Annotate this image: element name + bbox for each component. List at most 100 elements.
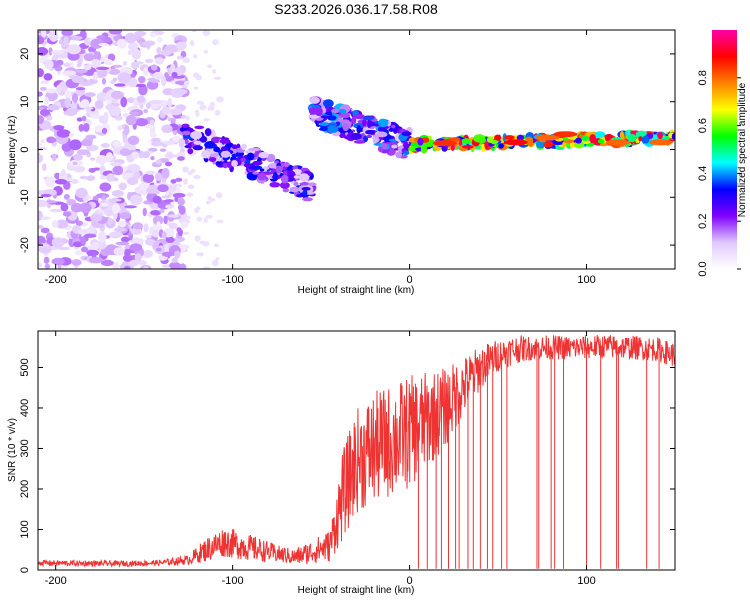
heatmap-cell <box>181 84 188 89</box>
spectrogram-x-tick-label: 0 <box>407 274 413 286</box>
heatmap-cell <box>207 105 215 111</box>
heatmap-cell <box>177 197 186 206</box>
heatmap-cell <box>189 40 195 47</box>
heatmap-cell <box>376 131 388 138</box>
heatmap-cell <box>378 118 389 128</box>
heatmap-cell <box>71 93 79 103</box>
heatmap-cell <box>76 63 82 68</box>
heatmap-cell <box>181 123 190 129</box>
heatmap-cell <box>503 139 528 146</box>
heatmap-cell <box>149 103 159 109</box>
heatmap-cell <box>117 125 123 131</box>
heatmap-cell <box>144 58 154 64</box>
heatmap-cell <box>365 129 376 135</box>
heatmap-cell <box>64 89 72 100</box>
heatmap-cell <box>145 102 151 110</box>
heatmap-cell <box>388 138 397 142</box>
heatmap-cell <box>142 266 149 269</box>
heatmap-cell <box>40 139 45 144</box>
heatmap-cell <box>79 82 93 87</box>
heatmap-cell <box>94 125 104 133</box>
heatmap-cell <box>155 159 163 165</box>
heatmap-cell <box>85 134 97 140</box>
heatmap-cell <box>165 204 175 209</box>
heatmap-cell <box>150 156 155 161</box>
heatmap-cell <box>196 252 204 257</box>
heatmap-cell <box>123 265 131 269</box>
snr-panel: -200 -100 0 100 0 100 200 300 400 500 Height of … <box>7 330 676 596</box>
heatmap-cell <box>116 38 128 49</box>
heatmap-cell <box>62 211 72 217</box>
heatmap-cell <box>478 137 487 144</box>
heatmap-cell <box>53 124 65 131</box>
heatmap-cell <box>186 192 194 197</box>
heatmap-cell <box>543 141 553 148</box>
heatmap-cell <box>403 150 410 156</box>
heatmap-cell <box>305 191 315 195</box>
heatmap-cell <box>38 68 44 78</box>
heatmap-cell <box>161 231 167 239</box>
heatmap-cell <box>163 215 168 225</box>
heatmap-cell <box>125 114 137 126</box>
snr-y-axis: 0 100 200 300 400 500 <box>19 358 675 573</box>
heatmap-blobs <box>38 30 675 269</box>
heatmap-cell <box>282 188 290 193</box>
heatmap-cell <box>38 115 45 125</box>
heatmap-cell <box>174 237 181 244</box>
heatmap-cell <box>58 246 71 251</box>
heatmap-cell <box>88 167 96 173</box>
heatmap-cell <box>581 135 590 142</box>
heatmap-cell <box>338 108 347 114</box>
heatmap-cell <box>182 231 190 236</box>
heatmap-cell <box>80 139 93 147</box>
heatmap-cell <box>205 214 213 219</box>
colorbar-gradient <box>712 30 737 269</box>
heatmap-cell <box>38 262 43 268</box>
heatmap-cell <box>112 140 122 148</box>
heatmap-cell <box>194 86 199 90</box>
heatmap-cell <box>67 44 81 55</box>
heatmap-cell <box>99 182 112 192</box>
heatmap-cell <box>89 257 103 264</box>
heatmap-cell <box>243 163 252 168</box>
heatmap-cell <box>90 114 102 119</box>
heatmap-cell <box>248 147 261 152</box>
heatmap-cell <box>114 83 126 87</box>
heatmap-cell <box>231 153 242 157</box>
heatmap-cell <box>103 95 111 101</box>
heatmap-cell <box>154 57 165 65</box>
snr-x-tick-label: 0 <box>407 575 413 587</box>
snr-y-tick-label: 0 <box>19 567 31 573</box>
heatmap-cell <box>174 250 181 259</box>
heatmap-cell <box>81 115 87 122</box>
heatmap-cell <box>157 184 169 193</box>
heatmap-cell <box>159 148 167 152</box>
heatmap-cell <box>133 98 138 109</box>
heatmap-cell <box>190 130 203 140</box>
heatmap-cell <box>72 161 78 166</box>
heatmap-cell <box>207 64 213 69</box>
heatmap-cell <box>320 115 329 119</box>
heatmap-cell <box>63 62 71 67</box>
heatmap-cell <box>182 166 190 173</box>
heatmap-cell <box>220 150 231 158</box>
snr-line <box>37 335 676 568</box>
heatmap-cell <box>171 257 178 264</box>
heatmap-cell <box>164 154 178 158</box>
heatmap-cell <box>151 140 163 147</box>
heatmap-cell <box>161 106 170 116</box>
heatmap-cell <box>144 234 152 239</box>
snr-plot-area <box>38 331 675 570</box>
heatmap-cell <box>516 134 525 141</box>
heatmap-cell <box>187 184 195 190</box>
heatmap-cell <box>99 175 108 180</box>
heatmap-cell <box>127 41 139 51</box>
snr-frame <box>37 330 676 571</box>
heatmap-cell <box>184 138 189 145</box>
heatmap-cell <box>45 88 58 94</box>
heatmap-cell <box>351 116 357 125</box>
heatmap-cell <box>120 96 128 108</box>
snr-series <box>37 335 676 569</box>
heatmap-cell <box>164 161 173 167</box>
heatmap-cell <box>211 259 219 267</box>
